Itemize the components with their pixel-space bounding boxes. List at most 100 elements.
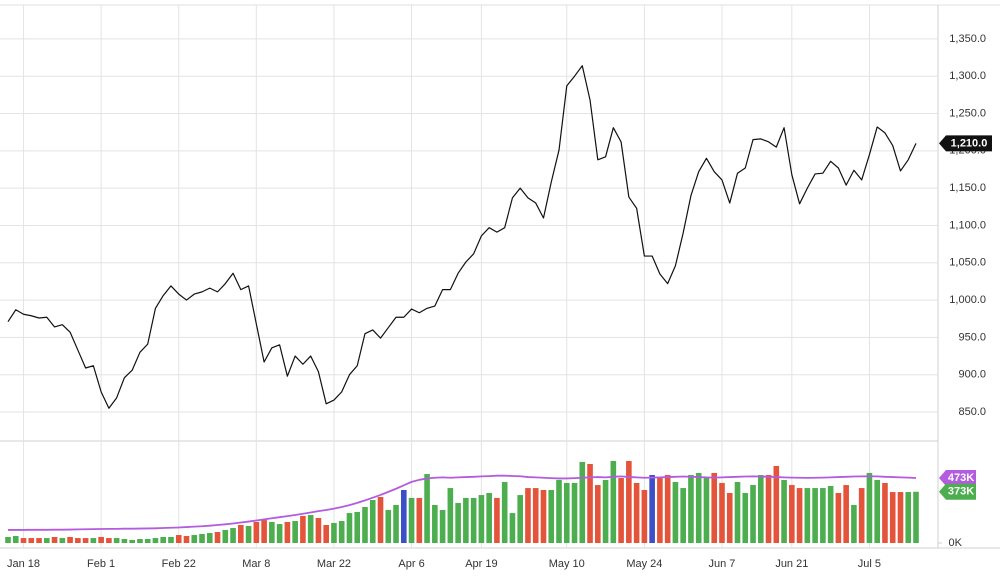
- volume-bar: [400, 489, 407, 543]
- volume-bar: [261, 520, 267, 543]
- volume-bar: [633, 482, 640, 543]
- value-tag-label: 473K: [948, 472, 974, 484]
- x-tick-label: Jul 5: [858, 558, 881, 570]
- value-tag: [939, 135, 992, 152]
- volume-bar: [300, 515, 306, 543]
- volume-bar: [292, 521, 298, 543]
- volume-bar: [144, 539, 151, 543]
- volume-bar: [160, 536, 167, 543]
- volume-bar: [587, 464, 593, 543]
- volume-bar: [354, 511, 361, 543]
- volume-bar: [129, 539, 135, 543]
- volume-bar: [874, 479, 880, 543]
- volume-bar: [657, 478, 663, 543]
- volume-bar: [238, 525, 244, 543]
- volume-bar: [556, 479, 562, 543]
- volume-bar: [98, 536, 104, 543]
- volume-bar: [222, 529, 229, 543]
- volume-bar: [680, 488, 686, 543]
- volume-bar: [486, 493, 492, 543]
- volume-bar: [532, 488, 539, 543]
- volume-bar: [191, 535, 198, 543]
- volume-bar: [12, 535, 19, 543]
- volume-bar: [843, 485, 849, 543]
- y-tick-label: 950.0: [958, 331, 986, 343]
- volume-bar: [199, 533, 205, 543]
- volume-bar: [90, 538, 97, 543]
- volume-bar: [463, 497, 469, 543]
- volume-bar: [719, 482, 725, 543]
- x-tick-label: Mar 22: [317, 558, 351, 570]
- volume-bar: [44, 538, 50, 543]
- x-tick-label: May 10: [549, 558, 585, 570]
- volume-bar: [137, 539, 143, 543]
- volume-bar: [501, 482, 508, 543]
- x-tick-label: Jun 21: [775, 558, 808, 570]
- volume-bar: [121, 539, 128, 543]
- volume-bar: [618, 478, 624, 543]
- y-tick-label: 1,050.0: [949, 257, 986, 269]
- volume-bar: [812, 488, 818, 543]
- volume-bar: [439, 510, 446, 543]
- volume-bar: [626, 460, 632, 543]
- volume-bar: [455, 503, 461, 543]
- volume-bar: [789, 485, 795, 543]
- volume-bar: [284, 521, 291, 543]
- volume-bar: [175, 535, 182, 543]
- x-tick-label: Apr 19: [465, 558, 497, 570]
- y-tick-label: 1,300.0: [949, 70, 986, 82]
- volume-bar: [649, 475, 655, 543]
- y-tick-label: 1,150.0: [949, 182, 986, 194]
- volume-bar: [494, 497, 500, 543]
- volume-bar: [540, 489, 547, 543]
- volume-bar: [323, 525, 329, 543]
- x-tick-label: Feb 1: [87, 558, 115, 570]
- volume-bar: [695, 472, 702, 543]
- volume-bar: [28, 538, 35, 543]
- x-tick-label: Feb 22: [162, 558, 196, 570]
- volume-bar: [424, 474, 430, 543]
- volume-bar: [913, 491, 919, 543]
- volume-bar: [106, 538, 112, 543]
- volume-bar: [346, 513, 353, 543]
- volume-bar: [866, 472, 873, 543]
- x-tick-label: Mar 8: [242, 558, 270, 570]
- y-tick-label: 1,250.0: [949, 107, 986, 119]
- volume-bar: [59, 538, 66, 543]
- volume-bar: [664, 475, 671, 543]
- volume-bar: [703, 478, 710, 543]
- value-tag-label: 1,210.0: [951, 137, 988, 149]
- volume-bar: [393, 504, 399, 543]
- y-tick-label: 850.0: [958, 406, 986, 418]
- volume-bar: [641, 489, 648, 543]
- volume-bar: [307, 514, 314, 543]
- volume-bar: [416, 497, 423, 543]
- volume-bar: [82, 538, 89, 543]
- volume-bar: [362, 507, 368, 543]
- volume-bar: [338, 521, 345, 543]
- volume-bar: [827, 485, 834, 543]
- volume-bar: [113, 538, 120, 543]
- volume-bar: [478, 495, 485, 543]
- volume-bar: [548, 489, 555, 543]
- x-tick-label: May 24: [626, 558, 662, 570]
- volume-bar: [183, 535, 190, 543]
- volume-bar: [20, 538, 27, 543]
- y-tick-label: 1,100.0: [949, 219, 986, 231]
- volume-bar: [571, 482, 578, 543]
- volume-bar: [75, 538, 81, 543]
- y-tick-label: 1,350.0: [949, 33, 986, 45]
- volume-bar: [230, 528, 236, 543]
- value-tag: [939, 470, 976, 487]
- volume-bar: [765, 475, 772, 543]
- volume-bar: [602, 479, 609, 543]
- volume-bar: [331, 522, 337, 543]
- value-tag-label: 373K: [948, 486, 974, 498]
- volume-bar: [385, 510, 392, 543]
- volume-bar: [858, 488, 865, 543]
- volume-bar: [377, 496, 384, 543]
- volume-bar: [36, 538, 42, 543]
